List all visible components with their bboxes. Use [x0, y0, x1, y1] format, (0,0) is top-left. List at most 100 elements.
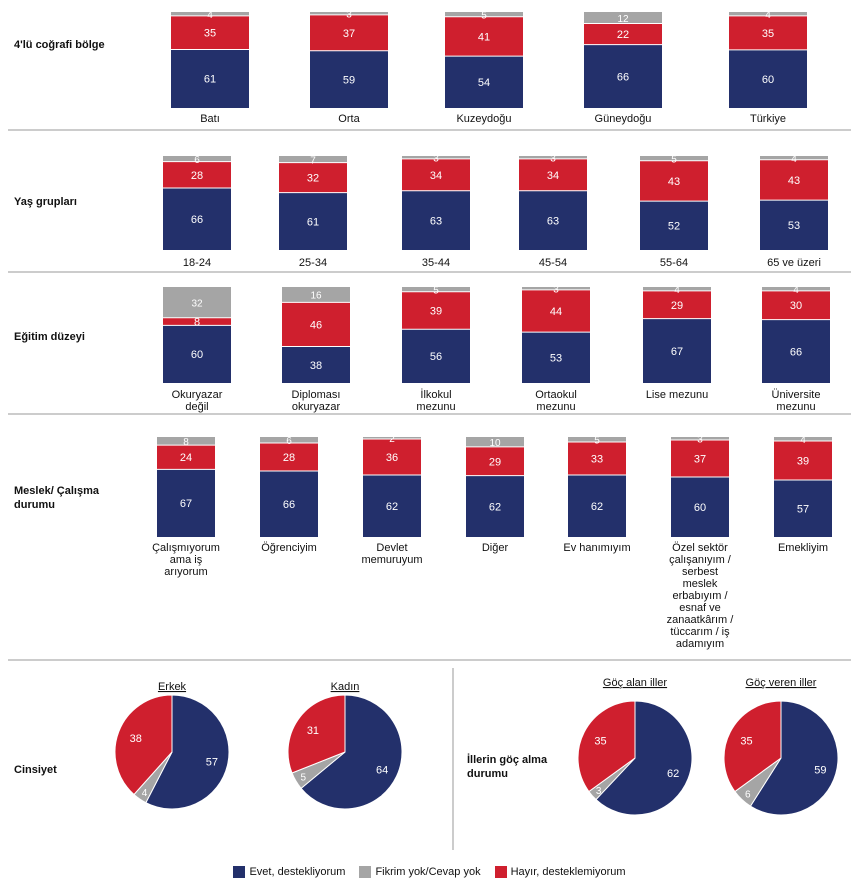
data-label-fikir: 3	[346, 9, 352, 20]
bar-segment-hayir	[163, 317, 231, 326]
bar-segment-evet	[584, 44, 662, 108]
bar-segment-evet	[640, 201, 708, 250]
bar-segment-fikir	[729, 12, 807, 16]
data-label-hayir: 34	[547, 170, 559, 182]
bar-segment-hayir	[466, 446, 524, 476]
data-label-evet: 66	[617, 71, 629, 83]
category-label: Diploması	[292, 389, 341, 401]
bar-segment-fikir	[282, 287, 350, 303]
bar-segment-hayir	[762, 290, 830, 320]
bar-segment-hayir	[760, 159, 828, 201]
bar-segment-fikir	[363, 437, 421, 439]
section-title: Meslek/ Çalışma	[14, 485, 100, 497]
data-label-evet: 62	[591, 501, 603, 513]
bar-segment-fikir	[402, 156, 470, 159]
pie-label-hayir: 35	[594, 735, 606, 747]
legend-label-fikir: Fikrim yok/Cevap yok	[375, 866, 481, 878]
data-label-fikir: 3	[433, 153, 439, 164]
category-label: Orta	[338, 113, 360, 125]
pie-slice-evet	[595, 700, 693, 816]
bar-segment-evet	[568, 475, 626, 537]
data-label-hayir: 24	[180, 452, 192, 464]
pie-title: Göç veren iller	[746, 677, 817, 689]
pie-slice-hayir	[114, 694, 173, 796]
bar-segment-hayir	[640, 160, 708, 202]
data-label-evet: 60	[191, 349, 203, 361]
bar-segment-evet	[671, 477, 729, 537]
data-label-hayir: 46	[310, 319, 322, 331]
bar-segment-evet	[466, 475, 524, 537]
pie-slice-hayir	[287, 694, 346, 774]
bar-segment-hayir	[729, 15, 807, 50]
pie-label-fikir: 6	[745, 789, 751, 800]
bar-segment-fikir	[163, 156, 231, 162]
data-label-hayir: 29	[489, 456, 501, 468]
bar-segment-hayir	[519, 158, 587, 191]
data-label-fikir: 8	[183, 437, 189, 448]
category-label: mezunu	[536, 401, 575, 413]
pie-label-evet: 59	[814, 764, 826, 776]
section-title: 4'lü coğrafi bölge	[14, 39, 105, 51]
data-label-evet: 60	[762, 74, 774, 86]
legend-item-evet: Evet, destekliyorum	[233, 866, 345, 878]
data-label-fikir: 4	[207, 10, 213, 21]
data-label-hayir: 39	[797, 456, 809, 468]
category-label: serbest	[682, 566, 718, 578]
bar-segment-evet	[260, 471, 318, 537]
section-title: Eğitim düzeyi	[14, 331, 85, 343]
bar-segment-evet	[445, 56, 523, 108]
data-label-evet: 62	[489, 501, 501, 513]
bar-segment-evet	[163, 325, 231, 383]
bar-segment-evet	[522, 332, 590, 383]
category-label: 55-64	[660, 257, 688, 269]
category-label: Özel sektör	[672, 542, 728, 554]
data-label-evet: 66	[790, 346, 802, 358]
bar-segment-evet	[774, 480, 832, 537]
pie-label-hayir: 31	[307, 725, 319, 737]
category-label: 25-34	[299, 257, 327, 269]
data-label-evet: 66	[191, 214, 203, 226]
pie-slice-hayir	[723, 700, 782, 793]
data-label-fikir: 5	[594, 436, 600, 447]
bar-segment-hayir	[402, 158, 470, 191]
data-label-evet: 61	[307, 216, 319, 228]
category-label: Okuryazar	[172, 389, 223, 401]
category-label: zanaatkârım /	[667, 614, 735, 626]
data-label-fikir: 4	[793, 285, 799, 296]
data-label-fikir: 5	[433, 285, 439, 296]
category-label: Kuzeydoğu	[456, 113, 511, 125]
category-label: mezunu	[416, 401, 455, 413]
section-title: Cinsiyet	[14, 764, 57, 776]
pie-label-fikir: 5	[301, 773, 307, 784]
bar-segment-fikir	[157, 437, 215, 446]
data-label-hayir: 37	[694, 454, 706, 466]
data-label-evet: 63	[547, 215, 559, 227]
data-label-hayir: 8	[194, 317, 200, 329]
pie-label-hayir: 38	[130, 733, 142, 745]
bar-segment-hayir	[568, 442, 626, 475]
category-label: Batı	[200, 113, 220, 125]
legend-item-hayir: Hayır, desteklemiyorum	[494, 866, 626, 878]
pie-title: Erkek	[158, 681, 187, 693]
bar-segment-evet	[171, 49, 249, 108]
pie-slice-evet	[145, 694, 230, 810]
data-label-fikir: 6	[194, 155, 200, 166]
data-label-hayir: 39	[430, 306, 442, 318]
data-label-hayir: 43	[668, 176, 680, 188]
legend-swatch-evet	[233, 866, 246, 878]
data-label-fikir: 3	[553, 284, 559, 295]
data-label-evet: 38	[310, 360, 322, 372]
data-label-hayir: 44	[550, 306, 562, 318]
data-label-fikir: 7	[310, 155, 316, 166]
section-title: durumu	[467, 768, 508, 780]
legend-swatch-fikir	[359, 866, 372, 878]
bar-segment-hayir	[774, 441, 832, 480]
data-label-evet: 57	[797, 504, 809, 516]
data-label-evet: 53	[550, 353, 562, 365]
category-label: 45-54	[539, 257, 567, 269]
data-label-fikir: 10	[489, 438, 501, 449]
data-label-evet: 54	[478, 77, 490, 89]
bar-segment-evet	[402, 329, 470, 383]
bar-segment-evet	[157, 469, 215, 537]
